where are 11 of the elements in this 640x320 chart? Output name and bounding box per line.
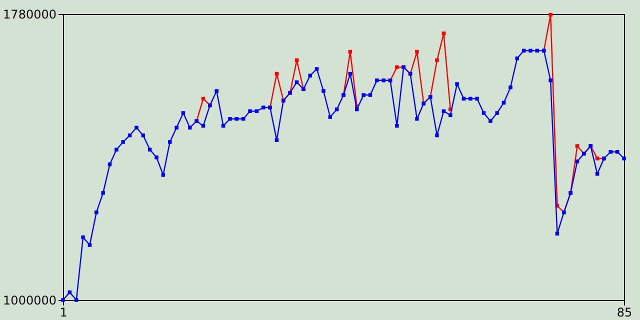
point (435, 58, 439, 62)
point (575, 144, 580, 148)
point (442, 32, 446, 36)
point (548, 12, 552, 17)
point (595, 156, 600, 160)
point (415, 50, 419, 54)
point (395, 65, 399, 70)
x-tick-label: 85 (616, 306, 632, 320)
y-tick-label: 1000000 (3, 294, 56, 308)
x-tick-label: 1 (60, 306, 68, 320)
y-tick-label: 1780000 (3, 8, 56, 22)
